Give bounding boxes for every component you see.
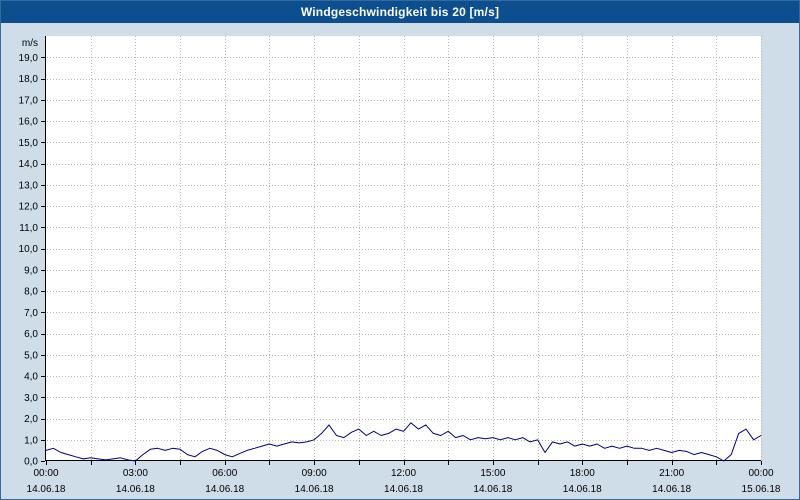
y-tick-label: 1,0 bbox=[24, 435, 38, 446]
wind-speed-series-line bbox=[45, 422, 762, 462]
y-tick-label: 8,0 bbox=[24, 287, 38, 298]
x-tick-time-label: 00:00 bbox=[748, 468, 773, 479]
plot-area bbox=[46, 36, 761, 461]
x-tick-time-label: 21:00 bbox=[659, 468, 684, 479]
x-tick-date-label: 15.06.18 bbox=[742, 484, 781, 495]
x-tick-date-label: 14.06.18 bbox=[205, 484, 244, 495]
x-tick-time-label: 15:00 bbox=[480, 468, 505, 479]
y-tick-label: 18,0 bbox=[19, 74, 39, 85]
axes bbox=[41, 36, 762, 465]
x-tick-date-label: 14.06.18 bbox=[116, 484, 155, 495]
x-tick-time-label: 06:00 bbox=[212, 468, 237, 479]
y-tick-label: 12,0 bbox=[19, 202, 39, 213]
x-axis-labels: 00:00 14.06.18 03:00 14.06.18 06:00 14.06.18 0… bbox=[27, 468, 781, 495]
x-tick-date-label: 14.06.18 bbox=[384, 484, 423, 495]
x-tick-date-label: 14.06.18 bbox=[652, 484, 691, 495]
y-tick-label: 16,0 bbox=[19, 117, 39, 128]
y-tick-label: 11,0 bbox=[19, 223, 38, 234]
x-tick-time-label: 18:00 bbox=[570, 468, 595, 479]
y-unit-label: m/s bbox=[22, 38, 38, 49]
y-tick-label: 5,0 bbox=[24, 350, 38, 361]
y-tick-label: 19,0 bbox=[19, 53, 39, 64]
x-tick-date-label: 14.06.18 bbox=[295, 484, 334, 495]
y-tick-label: 15,0 bbox=[19, 138, 39, 149]
x-tick-time-label: 00:00 bbox=[33, 468, 58, 479]
x-tick-time-label: 09:00 bbox=[302, 468, 327, 479]
y-tick-label: 0,0 bbox=[24, 457, 38, 468]
y-tick-label: 3,0 bbox=[24, 393, 38, 404]
y-axis-labels: 0,0 1,0 2,0 3,0 4,0 5,0 6,0 7,0 8,0 9,0 10,0 11,0 12… bbox=[19, 38, 39, 468]
y-tick-label: 4,0 bbox=[24, 372, 38, 383]
x-tick-date-label: 14.06.18 bbox=[563, 484, 602, 495]
y-tick-label: 14,0 bbox=[19, 159, 39, 170]
y-tick-label: 2,0 bbox=[24, 414, 38, 425]
y-tick-label: 17,0 bbox=[19, 95, 39, 106]
y-tick-label: 10,0 bbox=[19, 244, 39, 255]
wind-speed-chart: 0,0 1,0 2,0 3,0 4,0 5,0 6,0 7,0 8,0 9,0 10,0 11,0 12… bbox=[19, 36, 781, 495]
chart-title: Windgeschwindigkeit bis 20 [m/s] bbox=[300, 5, 500, 19]
gridlines bbox=[47, 36, 762, 460]
x-tick-time-label: 12:00 bbox=[391, 468, 416, 479]
y-tick-label: 9,0 bbox=[24, 265, 38, 276]
x-tick-time-label: 03:00 bbox=[123, 468, 148, 479]
x-tick-date-label: 14.06.18 bbox=[473, 484, 512, 495]
y-tick-label: 6,0 bbox=[24, 329, 38, 340]
chart-title-bar: Windgeschwindigkeit bis 20 [m/s] bbox=[1, 1, 799, 23]
y-tick-label: 13,0 bbox=[19, 180, 39, 191]
y-tick-label: 7,0 bbox=[24, 308, 38, 319]
x-tick-date-label: 14.06.18 bbox=[27, 484, 66, 495]
